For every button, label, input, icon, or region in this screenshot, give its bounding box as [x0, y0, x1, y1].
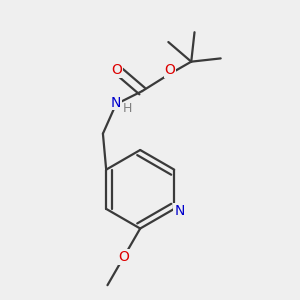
Text: O: O	[164, 64, 175, 77]
Text: N: N	[111, 96, 121, 110]
Text: N: N	[174, 203, 184, 218]
Text: O: O	[111, 63, 122, 77]
Text: H: H	[123, 102, 133, 115]
Text: O: O	[118, 250, 129, 264]
